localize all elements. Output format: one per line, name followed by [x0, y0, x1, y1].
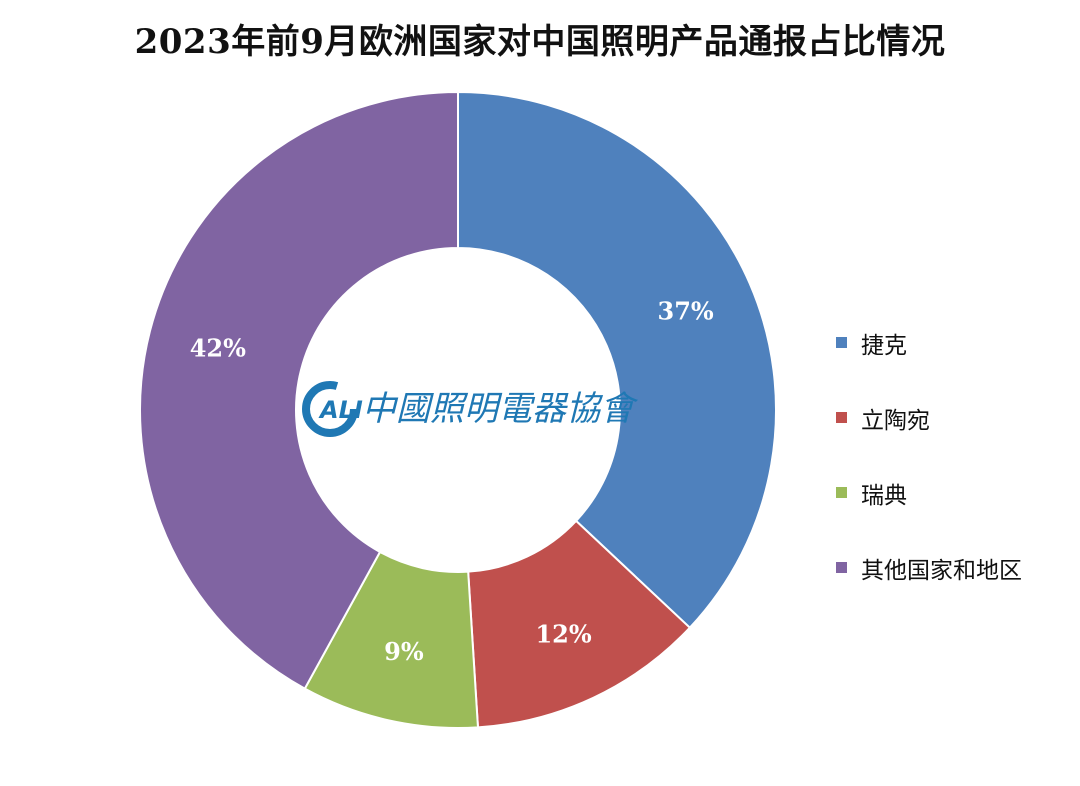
legend-swatch-0 [836, 337, 847, 348]
slice-labels-group: 37% 12% 9% 42% [190, 297, 714, 667]
slice-label-3: 42% [190, 333, 246, 362]
slice-label-0: 37% [658, 297, 714, 326]
legend-item-0: 捷克 [836, 305, 1022, 380]
donut-slice-0 [457, 90, 777, 630]
slice-label-1: 12% [535, 619, 591, 648]
slice-label-2: 9% [384, 637, 424, 666]
legend-swatch-2 [836, 487, 847, 498]
center-logo: ALI 中國照明電器協會 [302, 381, 639, 437]
donut-slice-3 [139, 90, 459, 691]
legend-label-2: 瑞典 [861, 482, 907, 509]
logo-text: 中國照明電器協會 [362, 389, 639, 429]
legend: 捷克立陶宛瑞典其他国家和地区 [836, 305, 1022, 605]
legend-label-3: 其他国家和地区 [861, 557, 1022, 584]
legend-swatch-3 [836, 562, 847, 573]
slices-group [139, 90, 777, 729]
logo-ring-icon [302, 381, 358, 437]
legend-swatch-1 [836, 412, 847, 423]
logo-mark-text: ALI [318, 396, 363, 424]
legend-item-2: 瑞典 [836, 455, 1022, 530]
legend-label-1: 立陶宛 [861, 407, 930, 434]
chart-title: 2023年前9月欧洲国家对中国照明产品通报占比情况 [134, 22, 946, 62]
legend-label-0: 捷克 [861, 332, 907, 359]
legend-item-1: 立陶宛 [836, 380, 1022, 455]
donut-slice-1 [467, 519, 692, 729]
legend-item-3: 其他国家和地区 [836, 530, 1022, 605]
